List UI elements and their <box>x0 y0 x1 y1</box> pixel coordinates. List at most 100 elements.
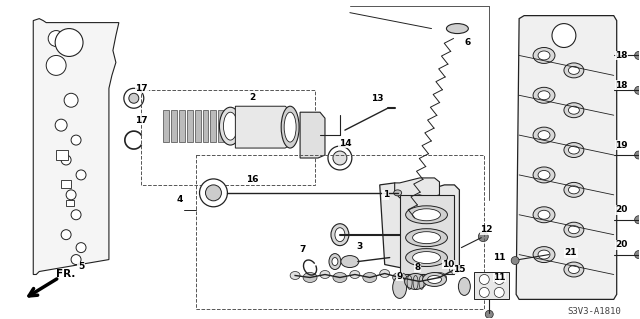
Ellipse shape <box>406 229 447 247</box>
Ellipse shape <box>380 270 390 278</box>
Text: 4: 4 <box>177 195 183 204</box>
Ellipse shape <box>568 186 579 194</box>
Ellipse shape <box>568 106 579 114</box>
Circle shape <box>478 232 488 241</box>
Ellipse shape <box>538 250 550 259</box>
Ellipse shape <box>564 63 584 78</box>
Ellipse shape <box>564 262 584 277</box>
Circle shape <box>205 185 221 201</box>
Circle shape <box>401 244 408 252</box>
Ellipse shape <box>538 91 550 100</box>
Text: 11: 11 <box>493 253 506 262</box>
Bar <box>196 155 484 309</box>
Ellipse shape <box>538 51 550 60</box>
Ellipse shape <box>333 272 347 282</box>
Polygon shape <box>399 195 454 274</box>
Circle shape <box>485 310 493 318</box>
Circle shape <box>71 255 81 264</box>
Ellipse shape <box>413 209 440 221</box>
Circle shape <box>635 216 640 224</box>
Bar <box>163 110 169 142</box>
Text: 15: 15 <box>453 265 466 274</box>
Polygon shape <box>380 183 460 270</box>
Text: S3V3-A1810: S3V3-A1810 <box>567 307 621 316</box>
Circle shape <box>635 251 640 259</box>
Bar <box>141 90 315 185</box>
Circle shape <box>407 224 415 232</box>
Bar <box>56 150 68 160</box>
Ellipse shape <box>320 271 330 278</box>
Circle shape <box>479 287 489 297</box>
Ellipse shape <box>428 276 442 284</box>
Ellipse shape <box>533 127 555 143</box>
Circle shape <box>328 146 352 170</box>
Ellipse shape <box>433 272 447 282</box>
Ellipse shape <box>415 278 424 286</box>
Bar <box>218 110 225 142</box>
Text: 12: 12 <box>480 225 493 234</box>
Ellipse shape <box>564 222 584 237</box>
Circle shape <box>71 210 81 220</box>
Ellipse shape <box>533 87 555 103</box>
Text: 11: 11 <box>493 273 506 282</box>
Circle shape <box>124 88 144 108</box>
Ellipse shape <box>538 130 550 140</box>
Circle shape <box>129 93 139 103</box>
Ellipse shape <box>533 247 555 263</box>
Circle shape <box>48 31 64 47</box>
Circle shape <box>76 243 86 253</box>
Bar <box>179 110 184 142</box>
Ellipse shape <box>568 66 579 74</box>
Ellipse shape <box>284 112 296 142</box>
Text: 17: 17 <box>136 84 148 93</box>
Polygon shape <box>474 271 509 300</box>
Polygon shape <box>516 16 617 300</box>
Circle shape <box>61 230 71 240</box>
Ellipse shape <box>447 24 468 33</box>
Ellipse shape <box>350 271 360 278</box>
Bar <box>171 110 177 142</box>
Ellipse shape <box>568 226 579 234</box>
Circle shape <box>76 170 86 180</box>
Polygon shape <box>33 19 119 274</box>
Text: 8: 8 <box>415 263 420 272</box>
Text: 16: 16 <box>246 175 259 184</box>
Circle shape <box>64 93 78 107</box>
Text: 21: 21 <box>564 248 577 257</box>
Circle shape <box>552 24 576 48</box>
Ellipse shape <box>413 232 440 244</box>
Ellipse shape <box>404 273 426 289</box>
Bar <box>187 110 193 142</box>
Text: 18: 18 <box>616 81 628 90</box>
Circle shape <box>55 29 83 56</box>
Bar <box>195 110 200 142</box>
Bar <box>66 200 74 206</box>
Circle shape <box>55 119 67 131</box>
Circle shape <box>494 287 504 297</box>
Ellipse shape <box>568 265 579 273</box>
Text: 9: 9 <box>396 272 403 281</box>
Ellipse shape <box>281 106 299 148</box>
Ellipse shape <box>458 278 470 295</box>
Ellipse shape <box>223 112 237 140</box>
Polygon shape <box>236 106 290 148</box>
Text: 7: 7 <box>299 245 305 254</box>
Circle shape <box>411 214 419 222</box>
Ellipse shape <box>335 228 345 241</box>
Ellipse shape <box>564 103 584 118</box>
Text: 6: 6 <box>464 38 470 47</box>
Ellipse shape <box>533 48 555 63</box>
Circle shape <box>404 234 412 241</box>
Circle shape <box>200 179 227 207</box>
Circle shape <box>494 274 504 285</box>
Ellipse shape <box>406 249 447 267</box>
Ellipse shape <box>538 170 550 179</box>
Text: 3: 3 <box>356 242 363 251</box>
Text: 18: 18 <box>616 51 628 60</box>
Text: FR.: FR. <box>56 270 76 279</box>
Ellipse shape <box>533 207 555 223</box>
Bar <box>202 110 209 142</box>
Circle shape <box>635 86 640 94</box>
Ellipse shape <box>538 210 550 219</box>
Polygon shape <box>395 178 440 198</box>
